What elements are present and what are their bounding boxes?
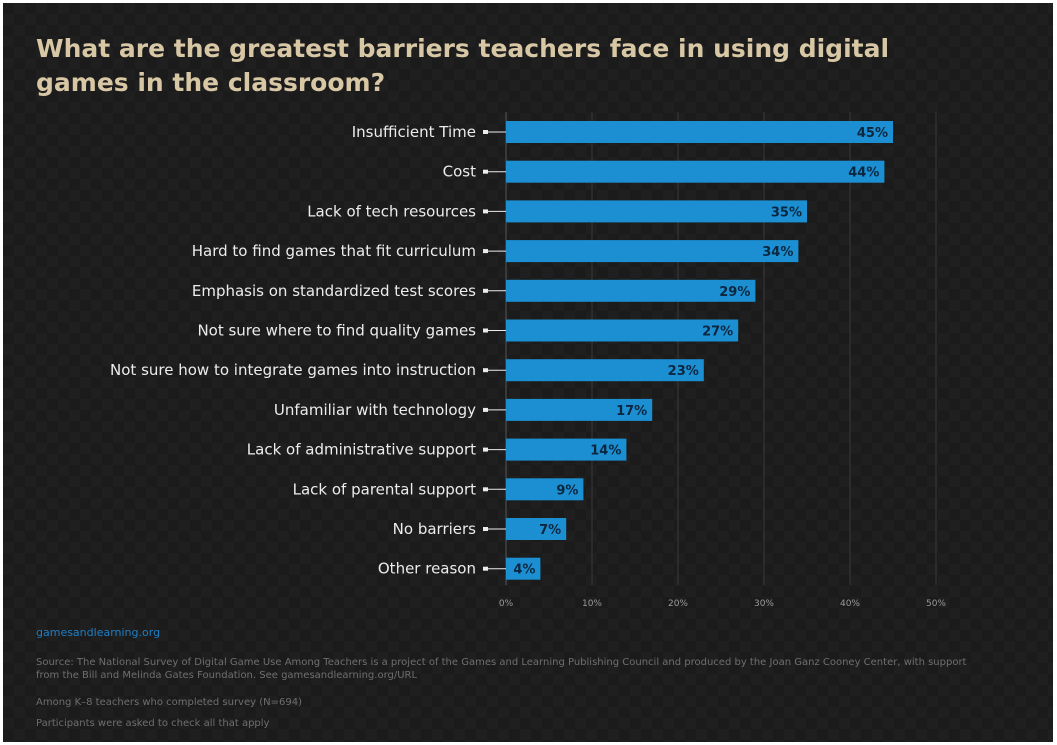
x-axis-ticks: 0% 10% 20% 30% 40% 50% [499, 599, 947, 609]
bar-group: No barriers 7% [393, 518, 567, 540]
category-label: Hard to find games that fit curriculum [192, 242, 476, 260]
data-label: 27% [702, 325, 733, 340]
gridlines [505, 112, 937, 585]
source-note: Source: The National Survey of Digital G… [36, 657, 967, 681]
x-tick-label: 40% [840, 599, 860, 609]
bar-group: Other reason 4% [378, 557, 541, 580]
bar-group: Cost 44% [443, 160, 885, 183]
data-label: 4% [513, 563, 535, 578]
data-label: 35% [771, 205, 802, 220]
chart-title: What are the greatest barriers teachers … [36, 34, 890, 97]
category-marker [483, 447, 488, 452]
bar-group: Not sure where to find quality games 27% [197, 319, 739, 342]
bar [506, 557, 541, 580]
bar [506, 279, 756, 302]
bar [506, 478, 584, 501]
bar [506, 200, 807, 223]
category-label: Insufficient Time [352, 123, 476, 141]
category-marker [483, 407, 488, 412]
category-marker [483, 288, 488, 293]
sample-note: Among K–8 teachers who completed survey … [36, 697, 302, 708]
x-tick-label: 10% [582, 599, 602, 609]
x-tick-label: 50% [926, 599, 946, 609]
category-marker [483, 328, 488, 333]
website-link[interactable]: gamesandlearning.org [36, 626, 161, 639]
category-label: Not sure where to find quality games [197, 322, 476, 340]
bar [506, 398, 653, 421]
category-marker [483, 209, 488, 214]
bar-group: Unfamiliar with technology 17% [274, 398, 653, 421]
category-marker [483, 487, 488, 492]
bar [506, 319, 739, 342]
data-label: 45% [857, 126, 888, 141]
category-marker [483, 566, 488, 571]
category-marker [483, 368, 488, 373]
bar-group: Emphasis on standardized test scores 29% [192, 279, 756, 302]
category-label: Lack of parental support [293, 480, 476, 498]
category-label: Lack of tech resources [307, 202, 476, 220]
bar-group: Hard to find games that fit curriculum 34… [192, 240, 799, 263]
category-marker [483, 169, 488, 174]
category-marker [483, 130, 488, 134]
bar [506, 240, 799, 263]
category-label: No barriers [393, 520, 477, 538]
bar-group: Lack of tech resources 35% [307, 200, 807, 223]
bar-group: Lack of parental support 9% [293, 478, 584, 501]
bar [506, 359, 704, 382]
bar [506, 518, 567, 540]
category-label: Other reason [378, 560, 476, 578]
category-label: Unfamiliar with technology [274, 401, 476, 419]
data-label: 14% [590, 444, 621, 459]
bar [506, 160, 885, 183]
data-label: 44% [848, 166, 879, 181]
data-label: 34% [762, 245, 793, 260]
data-label: 29% [719, 285, 750, 300]
x-tick-label: 20% [668, 599, 688, 609]
x-tick-label: 0% [499, 599, 514, 609]
bar-group: Lack of administrative support 14% [247, 438, 627, 461]
data-label: 23% [668, 364, 699, 379]
category-label: Emphasis on standardized test scores [192, 282, 476, 300]
bar-group: Not sure how to integrate games into ins… [110, 359, 704, 382]
category-label: Cost [443, 163, 476, 181]
data-label: 17% [616, 404, 647, 419]
x-tick-label: 30% [754, 599, 774, 609]
bar [506, 121, 893, 143]
instruction-note: Participants were asked to check all tha… [36, 718, 270, 729]
category-marker [483, 249, 488, 254]
data-label: 9% [556, 483, 578, 498]
category-label: Not sure how to integrate games into ins… [110, 361, 476, 379]
bars: Insufficient Time 45% Cost 44% Lack of tech … [110, 121, 893, 580]
data-label: 7% [539, 523, 561, 538]
bar [506, 438, 627, 461]
category-marker [483, 527, 488, 531]
category-label: Lack of administrative support [247, 441, 476, 459]
bar-group: Insufficient Time 45% [352, 121, 893, 143]
